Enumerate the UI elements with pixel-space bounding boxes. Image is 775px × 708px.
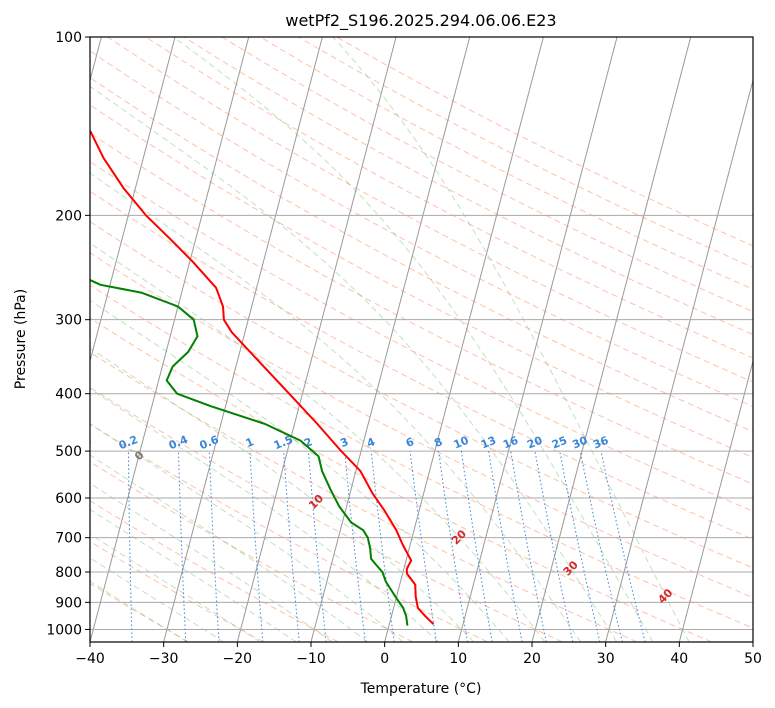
mixing-ratio-line: [559, 451, 601, 642]
mixing-ratio-label: 3: [338, 435, 350, 450]
moist-adiabat: [90, 85, 618, 642]
y-tick-label: 300: [55, 313, 82, 329]
dry-adiabat: [90, 50, 753, 408]
y-axis-ticks: 100 200 300 400 500 600 700 800 900 1000: [46, 30, 90, 638]
moist-adiabat: [90, 242, 546, 642]
isotherm: [90, 37, 176, 364]
x-axis-label: Temperature (°C): [360, 681, 482, 697]
moist-adiabats: [90, 37, 690, 642]
y-tick-label: 600: [55, 491, 82, 507]
x-tick-label: −10: [296, 651, 326, 667]
isotherm: [678, 359, 753, 642]
dry-adiabat: [90, 423, 488, 642]
dry-adiabat: [90, 582, 190, 642]
mixing-ratio-label: 36: [591, 434, 610, 452]
y-axis-label: Pressure (hPa): [13, 289, 29, 389]
dry-adiabat: [90, 104, 753, 459]
chart-title: wetPf2_S196.2025.294.06.06.E23: [285, 11, 556, 31]
x-tick-label: 10: [449, 651, 467, 667]
y-tick-label: 900: [55, 595, 82, 611]
isotherm: [605, 78, 753, 642]
dry-adiabat: [107, 37, 753, 383]
moist-adiabat: [90, 423, 404, 642]
dry-adiabat: [90, 132, 753, 485]
mixing-ratio-label: 1: [244, 435, 256, 450]
mixing-ratio-line: [438, 451, 468, 642]
moist-adiabat: [332, 37, 690, 642]
dewpoint-profile: [90, 278, 409, 626]
mixing-ratio-label: 20: [525, 434, 544, 452]
isotherm: [384, 37, 544, 642]
dry-adiabat: [90, 386, 563, 642]
dry-adiabat: [90, 351, 638, 642]
mixing-ratio-label: 0.1: [70, 433, 93, 452]
y-tick-label: 100: [55, 30, 82, 46]
x-tick-label: −30: [149, 651, 179, 667]
x-tick-label: 50: [744, 651, 762, 667]
mixing-ratio-line: [579, 451, 623, 642]
x-tick-label: 0: [380, 651, 389, 667]
temperature-profile: [90, 129, 435, 625]
isotherm: [163, 37, 323, 642]
mixing-ratio-label: 13: [479, 434, 498, 452]
x-tick-label: −20: [223, 651, 253, 667]
isotherm: [457, 37, 618, 642]
x-tick-label: 20: [523, 651, 541, 667]
plot-area: -100-90-80-70-60-50-40-30-20-10010203040…: [70, 37, 753, 642]
x-tick-label: 40: [670, 651, 688, 667]
moist-adiabat: [90, 482, 333, 642]
mixing-ratio-label: 8: [432, 435, 444, 450]
isotherm: [310, 37, 471, 642]
mixing-ratio-label: 16: [501, 434, 520, 452]
mixing-ratio-label: 30: [570, 434, 589, 452]
y-tick-label: 1000: [46, 622, 82, 638]
y-tick-label: 200: [55, 208, 82, 224]
moist-adiabat: [90, 388, 439, 642]
profiles: [90, 129, 435, 626]
y-tick-label: 500: [55, 444, 82, 460]
moist-adiabat: [173, 37, 654, 642]
y-tick-label: 800: [55, 565, 82, 581]
y-tick-label: 400: [55, 387, 82, 403]
dry-adiabat: [90, 317, 712, 642]
mixing-ratio-line: [344, 451, 366, 642]
mixing-ratio-label: 2: [302, 435, 314, 450]
mixing-ratio-line: [307, 451, 327, 642]
isotherm: [90, 37, 250, 642]
mixing-ratio-line: [534, 451, 574, 642]
mixing-ratio-line: [600, 450, 646, 642]
moist-adiabat: [90, 454, 369, 642]
mixing-ratio-line: [283, 451, 300, 642]
mixing-ratio-label: 10: [452, 434, 471, 452]
mixing-ratio-lines: [128, 450, 646, 642]
moist-adiabat: [90, 172, 582, 642]
mixing-ratio-line: [409, 451, 437, 642]
dry-adiabat: [260, 37, 753, 290]
isotherm: [236, 37, 397, 642]
y-tick-label: 700: [55, 531, 82, 547]
dry-adiabat: [90, 284, 753, 629]
dry-adiabat: [90, 252, 753, 599]
mixing-ratio-line: [510, 451, 547, 642]
mixing-ratio-label: 25: [550, 434, 569, 452]
x-tick-label: −40: [75, 651, 105, 667]
isotherms: [90, 37, 753, 642]
x-axis-ticks: −40 −30 −20 −10 0 10 20 30 40 50: [75, 642, 762, 667]
plot-frame: [89, 36, 754, 643]
mixing-ratio-line: [370, 451, 395, 642]
isotherm: [531, 37, 692, 642]
x-tick-label: 30: [597, 651, 615, 667]
dry-adiabat: [221, 37, 753, 313]
